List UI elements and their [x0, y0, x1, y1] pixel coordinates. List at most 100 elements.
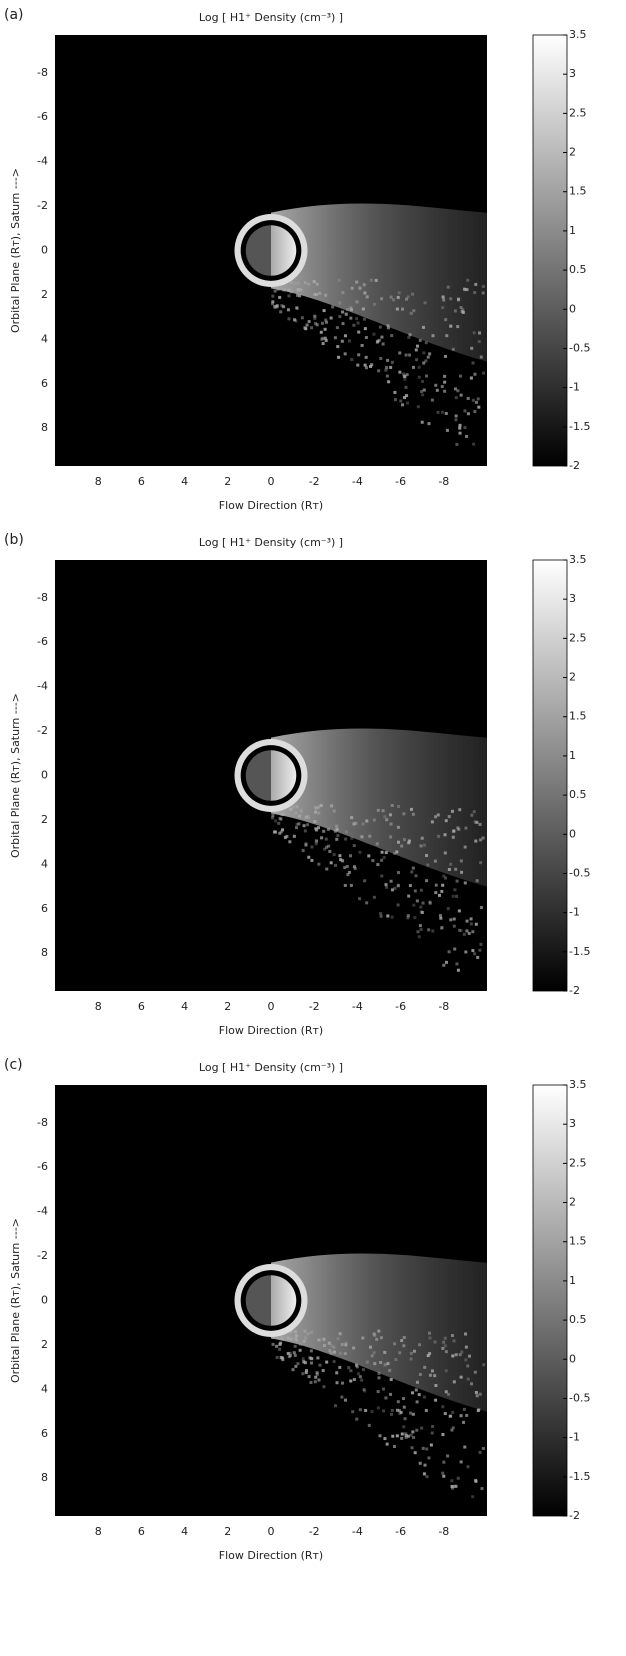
speckle: [438, 914, 442, 918]
speckle: [372, 1351, 376, 1355]
speckle: [434, 815, 438, 819]
speckle: [307, 1375, 311, 1379]
speckle: [295, 805, 299, 809]
speckle: [443, 851, 447, 855]
speckle: [295, 1334, 299, 1338]
speckle: [428, 1331, 432, 1335]
speckle: [385, 885, 389, 889]
speckle: [317, 1338, 321, 1342]
speckle: [386, 324, 390, 328]
speckle: [273, 304, 277, 308]
speckle: [304, 815, 308, 819]
speckle: [447, 815, 451, 819]
speckle: [451, 1486, 455, 1490]
x-tick-label: 4: [181, 1000, 188, 1013]
speckle: [297, 822, 301, 826]
speckle: [333, 829, 337, 833]
speckle: [410, 1446, 414, 1450]
speckle: [360, 1378, 364, 1382]
speckle: [392, 298, 396, 302]
speckle: [319, 330, 323, 334]
speckle: [478, 822, 482, 826]
speckle: [437, 834, 441, 838]
speckle: [299, 809, 303, 813]
speckle: [395, 1434, 399, 1438]
speckle: [428, 352, 432, 356]
speckle: [341, 859, 345, 863]
speckle: [332, 809, 336, 813]
speckle: [309, 1381, 313, 1385]
speckle: [471, 949, 475, 953]
speckle: [273, 285, 277, 289]
speckle: [425, 374, 429, 378]
speckle: [447, 1392, 451, 1396]
y-axis-label: Orbital Plane (Rᴛ), Saturn --->: [9, 1218, 22, 1383]
speckle: [393, 851, 397, 855]
speckle: [343, 1352, 347, 1356]
speckle: [463, 881, 467, 885]
speckle: [398, 1351, 402, 1355]
speckle: [439, 916, 443, 920]
speckle: [422, 361, 426, 365]
speckle: [324, 318, 328, 322]
speckle: [434, 891, 438, 895]
speckle: [282, 305, 286, 309]
x-tick-label: -8: [438, 1525, 449, 1538]
x-tick-label: 4: [181, 1525, 188, 1538]
speckle: [376, 1406, 380, 1410]
speckle: [449, 324, 453, 328]
speckle: [412, 1349, 416, 1353]
speckle: [416, 405, 420, 409]
speckle: [403, 396, 407, 400]
speckle: [374, 278, 378, 282]
speckle: [423, 1365, 427, 1369]
speckle: [399, 1410, 403, 1414]
speckle: [389, 835, 393, 839]
speckle: [385, 818, 389, 822]
speckle: [343, 334, 347, 338]
speckle: [308, 1356, 312, 1360]
speckle: [455, 894, 459, 898]
speckle: [347, 1366, 351, 1370]
speckle: [402, 1405, 406, 1409]
speckle: [312, 279, 316, 283]
y-tick-label: 0: [41, 769, 48, 782]
speckle: [294, 1330, 298, 1334]
colorbar-tick-label: 1.5: [569, 1235, 587, 1248]
speckle: [389, 365, 393, 369]
speckle: [347, 870, 351, 874]
speckle: [352, 844, 356, 848]
speckle: [320, 836, 324, 840]
y-tick-label: -8: [37, 1116, 48, 1129]
speckle: [341, 291, 345, 295]
speckle: [473, 291, 477, 295]
speckle: [319, 803, 323, 807]
speckle: [318, 804, 322, 808]
speckle: [452, 1339, 456, 1343]
speckle: [415, 344, 419, 348]
speckle: [384, 883, 388, 887]
speckle: [314, 293, 318, 297]
speckle: [377, 369, 381, 373]
speckle: [443, 1344, 447, 1348]
speckle: [322, 309, 326, 313]
speckle: [406, 295, 410, 299]
speckle: [390, 1408, 394, 1412]
speckle: [292, 834, 296, 838]
speckle: [389, 295, 393, 299]
speckle: [317, 862, 321, 866]
colorbar-tick-label: 1.5: [569, 710, 587, 723]
speckle: [280, 1337, 284, 1341]
speckle: [402, 838, 406, 842]
speckle: [463, 845, 467, 849]
chart-title: Log [ H1⁺ Density (cm⁻³) ]: [199, 11, 343, 24]
speckle: [386, 914, 390, 918]
speckle: [451, 347, 455, 351]
speckle: [271, 816, 275, 820]
speckle: [450, 809, 454, 813]
speckle: [473, 952, 477, 956]
speckle: [291, 1368, 295, 1372]
speckle: [363, 1389, 367, 1393]
speckle: [332, 1345, 336, 1349]
speckle: [425, 854, 429, 858]
